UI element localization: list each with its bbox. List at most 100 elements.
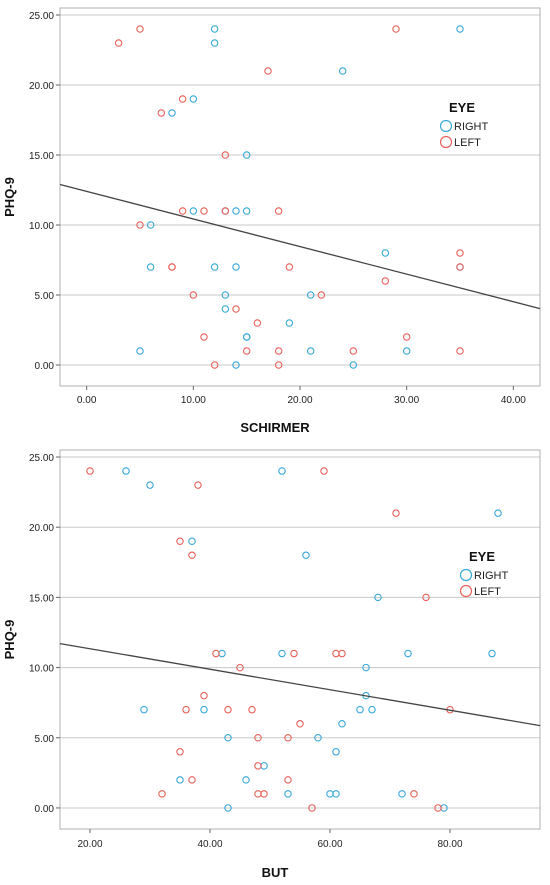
data-point-right	[284, 790, 292, 798]
data-point-left	[168, 263, 176, 271]
legend-label-right: RIGHT	[474, 570, 509, 582]
data-point-left	[320, 467, 328, 475]
x-tick-label: 10.00	[181, 395, 206, 406]
data-point-right	[189, 207, 198, 215]
data-point-left	[290, 649, 298, 658]
data-point-left	[114, 39, 123, 47]
data-point-left	[392, 509, 400, 517]
data-point-left	[260, 790, 268, 798]
data-point-right	[349, 361, 358, 369]
data-point-left	[253, 319, 262, 327]
data-point-left	[200, 691, 208, 700]
data-point-right	[306, 291, 315, 299]
data-point-left	[86, 467, 94, 475]
but-scatter-plot: 0.00 5.00 10.00 15.00 20.00 25.00 20.00 40.00 60…	[2, 449, 541, 880]
schirmer-chart: 0.00 5.00 10.00 15.00 20.00 25.00 0.00 10.00 20.…	[0, 0, 550, 442]
data-point-right	[398, 790, 406, 798]
data-point-right	[456, 25, 464, 33]
data-point-left	[274, 361, 283, 369]
fit-line	[59, 183, 541, 310]
data-point-left	[284, 776, 292, 784]
data-point-right	[210, 25, 219, 33]
data-point-left	[224, 705, 232, 714]
y-axis-title: PHQ-9	[2, 177, 17, 217]
data-point-left	[158, 790, 166, 798]
data-point-right	[146, 221, 155, 229]
legend-title: EYE	[449, 100, 475, 115]
data-point-right	[232, 361, 240, 369]
x-axis-title: SCHIRMER	[240, 420, 310, 435]
legend-title: EYE	[469, 549, 495, 564]
y-tick-label: 20.00	[29, 523, 54, 534]
legend-label-left: LEFT	[454, 137, 481, 149]
data-point-left	[200, 333, 208, 341]
data-point-left	[456, 347, 464, 355]
data-point-left	[176, 748, 184, 756]
data-point-left	[178, 207, 187, 215]
data-point-right	[374, 593, 382, 602]
data-point-left	[349, 347, 358, 355]
y-tick-label: 25.00	[29, 453, 54, 464]
data-point-left	[254, 790, 262, 798]
data-point-left	[210, 361, 219, 369]
data-point-right	[338, 67, 347, 75]
data-point-right	[210, 39, 219, 47]
data-point-left	[410, 790, 418, 798]
data-point-left	[188, 776, 196, 784]
data-point-right	[356, 705, 364, 714]
data-point-right	[146, 481, 154, 489]
data-point-right	[326, 790, 334, 798]
legend-marker-right	[459, 568, 473, 582]
y-tick-label: 5.00	[35, 291, 55, 302]
plot-frame	[59, 7, 541, 387]
data-point-left	[221, 207, 230, 215]
data-point-right	[306, 347, 315, 355]
data-point-left	[296, 719, 304, 728]
y-tick-label: 0.00	[35, 804, 55, 815]
legend-marker-left	[459, 584, 473, 598]
data-point-right	[210, 263, 219, 271]
data-point-left	[178, 95, 187, 103]
data-point-right	[242, 776, 250, 784]
data-point-left	[221, 151, 230, 159]
data-point-right	[278, 649, 286, 658]
data-point-left	[434, 804, 442, 812]
data-point-right	[368, 705, 376, 714]
data-point-left	[274, 347, 283, 355]
fit-line	[59, 643, 541, 727]
x-tick-label: 80.00	[437, 839, 462, 850]
legend-label-right: RIGHT	[454, 121, 489, 133]
x-tick-label: 20.00	[287, 395, 312, 406]
data-point-right	[260, 762, 268, 770]
data-point-left	[136, 25, 144, 33]
data-point-right	[136, 347, 144, 355]
data-point-left	[332, 649, 340, 658]
data-point-right	[188, 537, 196, 545]
data-point-right	[285, 319, 294, 327]
y-tick-label: 5.00	[35, 734, 55, 745]
data-point-right	[224, 804, 232, 812]
data-point-right	[232, 207, 240, 215]
data-point-right	[332, 790, 340, 798]
data-point-left	[236, 663, 244, 672]
x-tick-label: 20.00	[77, 839, 102, 850]
data-point-right	[242, 151, 251, 159]
legend-marker-left	[439, 135, 453, 149]
data-point-left	[136, 221, 144, 229]
data-point-left	[212, 649, 220, 658]
x-tick-label: 60.00	[317, 839, 342, 850]
data-point-left	[254, 734, 262, 742]
data-point-left	[392, 25, 400, 33]
data-point-left	[308, 804, 316, 812]
data-point-right	[189, 95, 198, 103]
data-point-right	[314, 734, 322, 742]
data-point-right	[278, 467, 286, 475]
data-point-left	[338, 649, 346, 658]
data-point-left	[381, 277, 390, 285]
data-point-right	[140, 705, 148, 714]
y-tick-label: 10.00	[29, 664, 54, 675]
schirmer-scatter-plot: 0.00 5.00 10.00 15.00 20.00 25.00 0.00 10.00 20.…	[2, 7, 541, 435]
data-point-right	[242, 207, 251, 215]
data-point-left	[285, 263, 294, 271]
data-point-left	[264, 67, 272, 75]
